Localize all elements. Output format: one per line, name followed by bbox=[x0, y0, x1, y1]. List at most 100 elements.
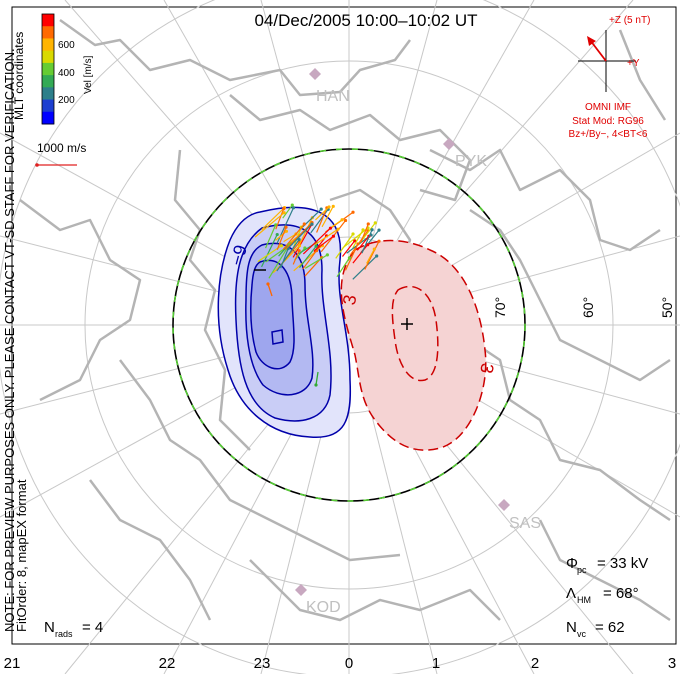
velocity-vector bbox=[268, 244, 290, 279]
mlt-tick-0: 0 bbox=[345, 655, 353, 672]
velocity-vector bbox=[276, 227, 287, 250]
station-markers bbox=[295, 68, 510, 596]
velocity-vector-origin bbox=[284, 229, 289, 233]
positive-contour-label: 3 bbox=[339, 293, 360, 306]
velocity-vector bbox=[292, 223, 313, 258]
velocity-vector-origin bbox=[340, 218, 344, 222]
velocity-vectors bbox=[254, 203, 381, 280]
stat-phi-value: = 33 kV bbox=[597, 555, 648, 572]
velocity-vector bbox=[342, 227, 369, 249]
station-marker-kod bbox=[295, 584, 307, 596]
station-marker-han bbox=[309, 68, 321, 80]
stat-nvc-sub: vc bbox=[577, 629, 587, 639]
velocity-vector-origin bbox=[297, 237, 301, 242]
reference-vector-origin bbox=[35, 163, 39, 167]
color-scale-tick-400: 400 bbox=[58, 68, 75, 79]
stat-nvc: N vc = 62 bbox=[566, 619, 625, 639]
positive-cell: 3 3 bbox=[339, 239, 498, 451]
color-scale-tick-200: 200 bbox=[58, 95, 75, 106]
velocity-vector bbox=[278, 244, 289, 257]
imf-by-label: +Y bbox=[627, 58, 640, 69]
velocity-vector-origin bbox=[343, 218, 348, 223]
isolated-vectors bbox=[266, 282, 319, 387]
mlt-tick-22: 22 bbox=[159, 655, 176, 672]
velocity-vector-origin bbox=[331, 204, 335, 208]
stat-lambda: Λ HM = 68° bbox=[566, 585, 639, 605]
velocity-vector bbox=[366, 248, 375, 264]
mlt-axis: 21 22 23 0 1 2 3 bbox=[4, 655, 677, 672]
positive-contour-label-2: 3 bbox=[476, 362, 497, 375]
velocity-vector-origin bbox=[366, 243, 370, 247]
hm-boundary-dash bbox=[172, 148, 526, 502]
color-scale-title: Vel [m/s] bbox=[83, 55, 94, 94]
mlt-tick-1: 1 bbox=[432, 655, 440, 672]
velocity-vector-origin bbox=[370, 228, 374, 232]
velocity-vector bbox=[282, 223, 305, 250]
velocity-vector bbox=[302, 250, 317, 270]
station-label-pyk: PYK bbox=[455, 153, 487, 170]
velocity-vector-origin bbox=[274, 223, 278, 227]
velocity-vector-origin bbox=[319, 207, 323, 211]
velocity-vector-origin bbox=[375, 254, 379, 258]
stat-nrads-value: = 4 bbox=[82, 619, 103, 636]
stat-nvc-value: = 62 bbox=[595, 619, 625, 636]
color-scale-block bbox=[42, 87, 54, 101]
velocity-vector bbox=[261, 234, 278, 268]
velocity-vector bbox=[360, 223, 369, 244]
latitude-label-60: 60° bbox=[580, 297, 596, 318]
velocity-vector bbox=[282, 204, 293, 219]
velocity-vector bbox=[302, 227, 331, 255]
velocity-vector bbox=[342, 240, 356, 257]
velocity-vector-origin bbox=[356, 242, 360, 246]
color-scale-block bbox=[42, 62, 54, 76]
velocity-vector bbox=[314, 228, 339, 246]
velocity-vector bbox=[276, 239, 300, 272]
velocity-vector bbox=[264, 224, 277, 249]
velocity-vector-origin bbox=[347, 256, 352, 260]
velocity-vector-origin bbox=[377, 228, 381, 232]
mlt-tick-21: 21 bbox=[4, 655, 21, 672]
velocity-vector-origin bbox=[284, 225, 288, 229]
reference-vector-label: 1000 m/s bbox=[37, 141, 86, 155]
velocity-vector bbox=[316, 207, 328, 233]
velocity-vector-origin bbox=[366, 222, 370, 226]
color-scale-block bbox=[42, 75, 54, 88]
mlt-tick-3: 3 bbox=[668, 655, 676, 672]
stat-nvc-symbol: N bbox=[566, 619, 577, 636]
velocity-vector bbox=[284, 222, 313, 250]
velocity-vector bbox=[296, 217, 313, 250]
station-label-kod: KOD bbox=[306, 599, 341, 616]
velocity-vector-origin bbox=[325, 253, 329, 257]
velocity-vector-origin bbox=[314, 244, 318, 248]
color-scale-block bbox=[42, 99, 54, 113]
velocity-vector bbox=[272, 245, 300, 274]
velocity-vector bbox=[261, 207, 285, 231]
velocity-vector-origin bbox=[310, 222, 314, 226]
velocity-vector-origin bbox=[377, 239, 381, 243]
stat-phi-symbol: Φ bbox=[566, 555, 578, 572]
mlt-tick-23: 23 bbox=[254, 655, 271, 672]
stat-lambda-sub: HM bbox=[577, 595, 591, 605]
station-label-han: HAN bbox=[316, 88, 350, 105]
velocity-vector bbox=[275, 230, 287, 241]
velocity-vector-origin bbox=[353, 239, 357, 243]
color-scale-frame bbox=[41, 13, 55, 125]
velocity-vector-origin bbox=[290, 203, 294, 207]
velocity-vector bbox=[361, 229, 373, 254]
station-marker-pyk bbox=[443, 138, 455, 150]
positive-cell-inner bbox=[391, 285, 439, 382]
color-scale-tick-600: 600 bbox=[58, 40, 75, 51]
velocity-vector bbox=[344, 243, 359, 271]
stat-nrads-sub: rads bbox=[55, 629, 73, 639]
velocity-vector-origin bbox=[282, 207, 286, 211]
velocity-vector bbox=[364, 240, 380, 270]
velocity-vector-origin bbox=[351, 232, 355, 236]
stat-phi: Φ pc = 33 kV bbox=[566, 555, 648, 575]
velocity-vector-origin bbox=[373, 221, 377, 225]
velocity-vector bbox=[335, 233, 354, 259]
velocity-vector bbox=[315, 206, 330, 221]
velocity-vector-origin bbox=[297, 244, 302, 248]
color-scale-block bbox=[42, 38, 54, 52]
velocity-vector bbox=[254, 212, 285, 238]
